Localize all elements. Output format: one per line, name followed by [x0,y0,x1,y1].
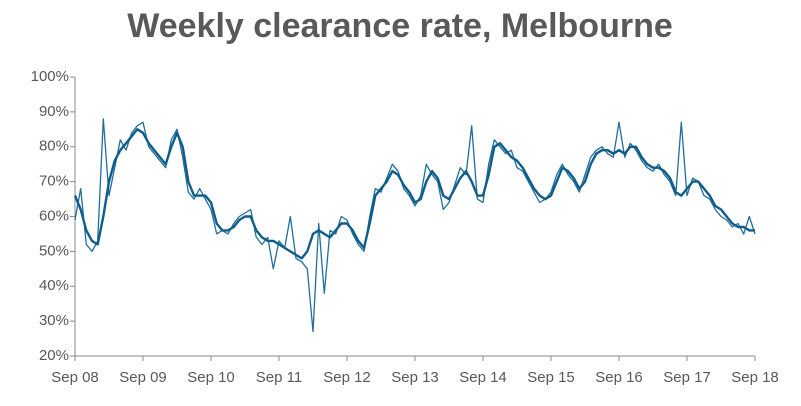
chart-title: Weekly clearance rate, Melbourne [127,7,673,45]
x-tick-label: Sep 12 [323,369,371,386]
x-tick-label: Sep 17 [663,369,711,386]
x-tick-label: Sep 13 [391,369,439,386]
y-tick-label: 50% [39,242,69,259]
x-tick-label: Sep 09 [119,369,167,386]
series-line [74,118,756,333]
x-tick-label: Sep 14 [459,369,507,386]
x-tick-label: Sep 10 [187,369,235,386]
y-tick-label: 90% [39,103,69,120]
y-tick-label: 20% [39,347,69,364]
x-tick-label: Sep 18 [731,369,779,386]
x-tick-label: Sep 15 [527,369,575,386]
x-tick-label: Sep 11 [256,369,302,386]
series-line [73,128,755,260]
y-tick-label: 40% [39,277,69,294]
y-tick-label: 60% [39,207,69,224]
y-tick-label: 30% [39,312,69,329]
y-tick-label: 100% [31,68,69,85]
x-tick-label: Sep 08 [51,369,99,386]
y-tick-label: 70% [39,173,69,190]
y-tick-label: 80% [39,138,69,155]
x-tick-label: Sep 16 [595,369,643,386]
